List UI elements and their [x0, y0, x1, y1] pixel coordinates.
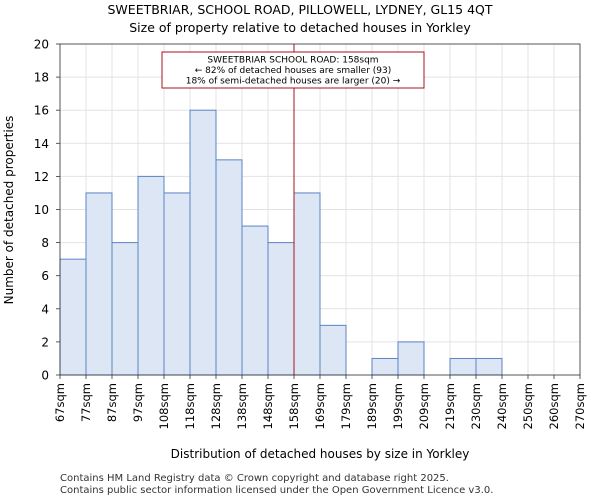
bar-230sqm — [475, 357, 503, 376]
x-tick-label: 128sqm — [209, 383, 223, 429]
x-tick-label: 138sqm — [235, 383, 249, 429]
y-tick-label: 2 — [41, 335, 49, 349]
bar-118sqm — [189, 109, 217, 376]
bar-77sqm — [85, 192, 113, 376]
bar-87sqm — [111, 242, 139, 376]
marker-group: SWEETBRIAR SCHOOL ROAD: 158sqm← 82% of d… — [161, 44, 425, 375]
bar-158sqm — [293, 192, 321, 376]
bar-67sqm — [59, 258, 87, 376]
bar-97sqm — [137, 175, 165, 376]
annotation-line-3: 18% of semi-detached houses are larger (… — [186, 77, 401, 87]
bar-219sqm — [449, 357, 477, 376]
x-tick-label: 260sqm — [547, 383, 561, 429]
x-tick-label: 250sqm — [521, 383, 535, 429]
x-tick-label: 240sqm — [495, 383, 509, 429]
bar-148sqm — [267, 242, 295, 376]
bar-108sqm — [163, 192, 191, 376]
bars — [59, 109, 503, 376]
y-tick-label: 16 — [34, 104, 49, 118]
bar-138sqm — [241, 225, 269, 376]
y-tick-label: 20 — [34, 38, 49, 52]
x-tick-label: 108sqm — [157, 383, 171, 429]
bar-128sqm — [215, 159, 243, 376]
x-tick-label: 169sqm — [313, 383, 327, 429]
x-tick-label: 179sqm — [339, 383, 353, 429]
x-tick-label: 199sqm — [391, 383, 405, 429]
annotation-box — [161, 51, 425, 89]
x-tick-label: 77sqm — [79, 383, 93, 422]
bar-199sqm — [397, 341, 425, 376]
y-tick-label: 18 — [34, 71, 49, 85]
y-tick-label: 0 — [41, 369, 49, 383]
annotation-line-2: ← 82% of detached houses are smaller (93… — [195, 66, 392, 76]
x-tick-label: 97sqm — [131, 383, 145, 422]
y-tick-label: 14 — [34, 137, 49, 151]
x-tick-label: 189sqm — [365, 383, 379, 429]
x-tick-label: 219sqm — [443, 383, 457, 429]
y-tick-label: 12 — [34, 170, 49, 184]
chart-title: SWEETBRIAR, SCHOOL ROAD, PILLOWELL, LYDN… — [107, 2, 493, 17]
annotation-line-1: SWEETBRIAR SCHOOL ROAD: 158sqm — [207, 56, 378, 66]
x-tick-label: 148sqm — [261, 383, 275, 429]
y-tick-label: 4 — [41, 302, 49, 316]
x-tick-label: 158sqm — [287, 383, 301, 429]
axes: 0 2 4 6 8 10 12 14 16 18 20 67sqm 77sqm 87sqm 97sqm 108… — [34, 38, 587, 430]
x-axis-label: Distribution of detached houses by size … — [171, 447, 470, 461]
y-tick-label: 8 — [41, 236, 49, 250]
chart-subtitle: Size of property relative to detached ho… — [129, 20, 471, 35]
x-tick-label: 209sqm — [417, 383, 431, 429]
footer-copyright: Contains HM Land Registry data © Crown c… — [60, 473, 449, 484]
y-axis-label: Number of detached properties — [2, 116, 16, 305]
x-tick-label: 270sqm — [573, 383, 587, 429]
footer-licence: Contains public sector information licen… — [60, 485, 494, 496]
y-tick-label: 6 — [41, 269, 49, 283]
bar-189sqm — [371, 357, 399, 376]
x-tick-label: 87sqm — [105, 383, 119, 422]
x-tick-label: 67sqm — [53, 383, 67, 422]
bar-169sqm — [319, 324, 347, 376]
y-tick-label: 10 — [34, 203, 49, 217]
x-tick-label: 230sqm — [469, 383, 483, 429]
x-tick-label: 118sqm — [183, 383, 197, 429]
